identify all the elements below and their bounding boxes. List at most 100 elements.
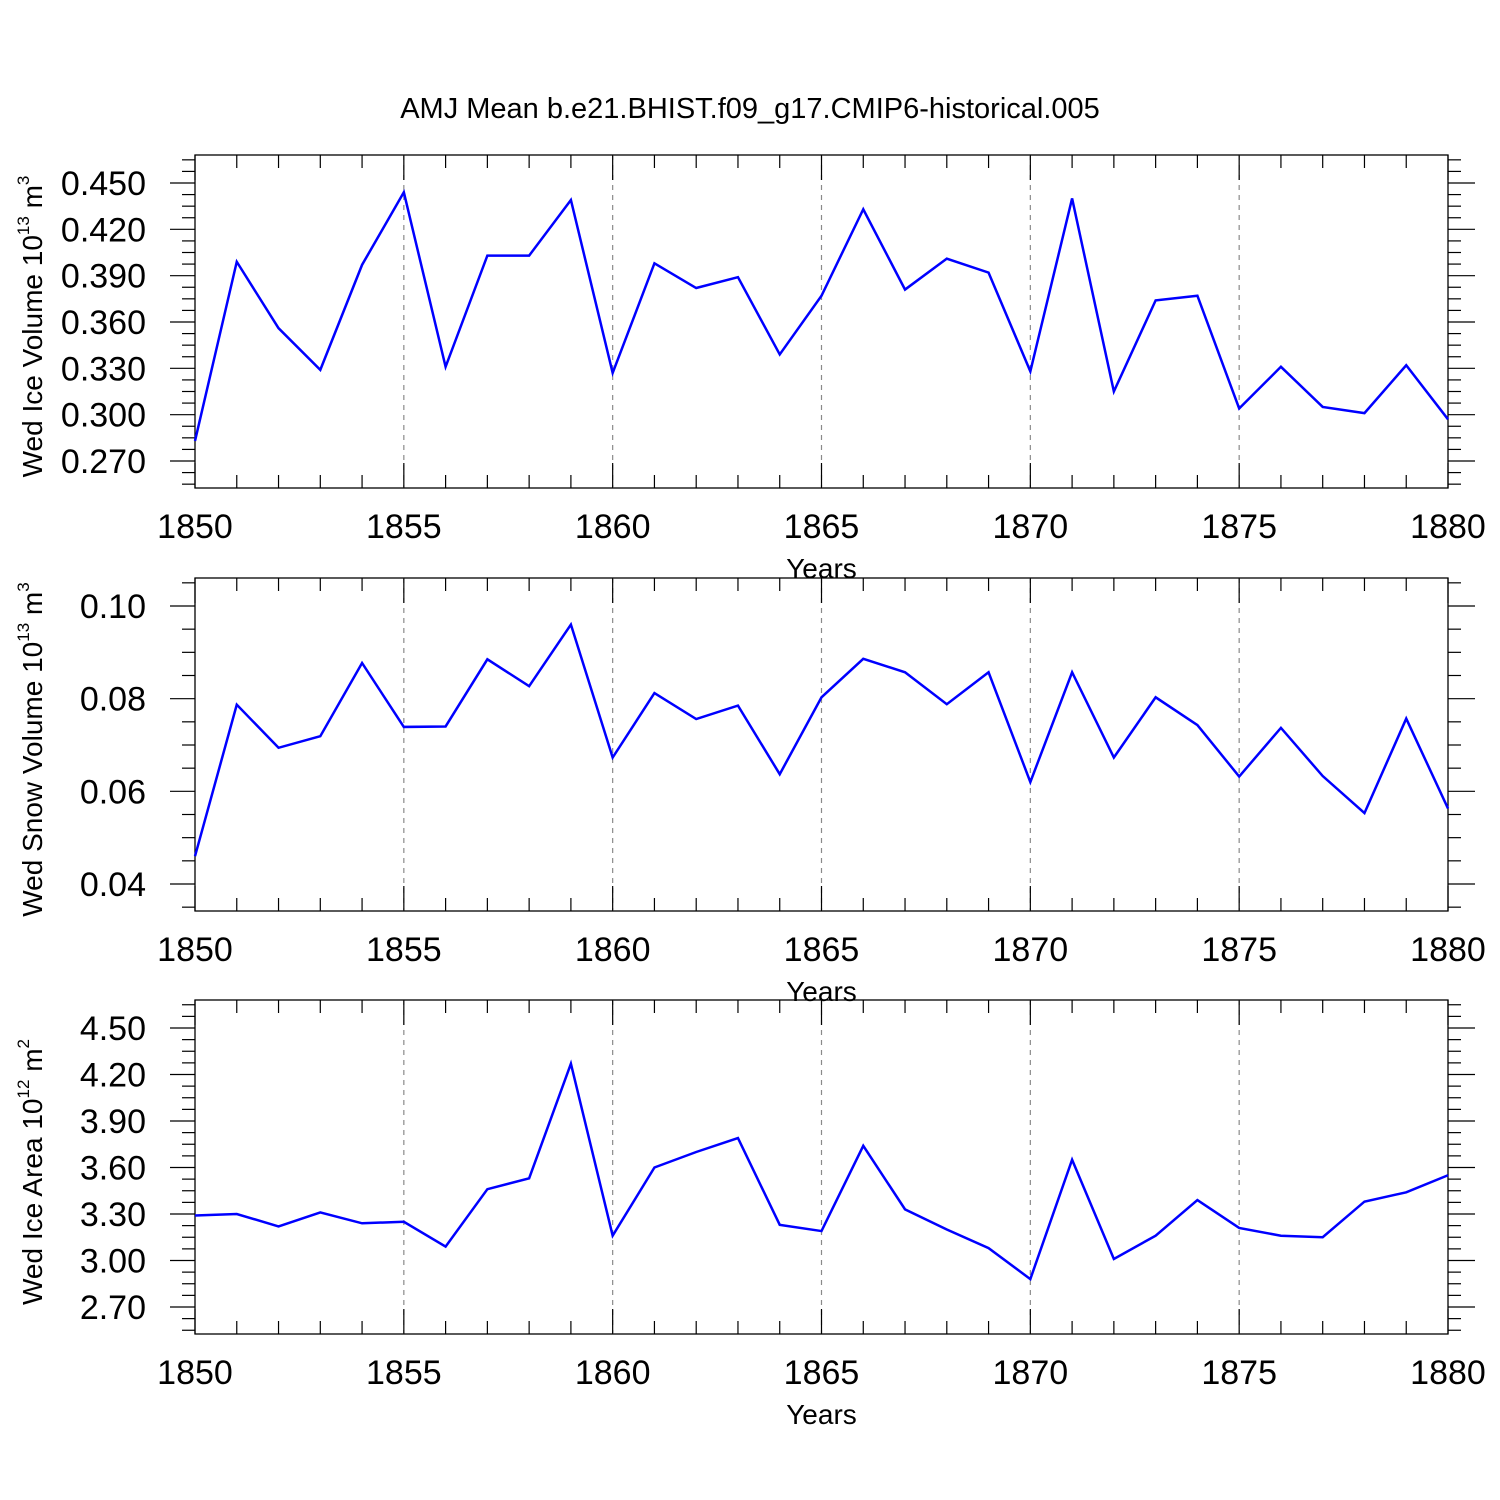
x-tick-label: 1850: [157, 931, 233, 969]
data-point: [819, 1228, 825, 1234]
data-point: [1111, 1256, 1117, 1262]
y-tick-label: 3.90: [80, 1103, 146, 1141]
data-point: [1194, 293, 1200, 299]
data-point: [1278, 725, 1284, 731]
data-point: [1027, 368, 1033, 374]
data-point: [1111, 389, 1117, 395]
x-tick-label: 1870: [993, 508, 1069, 546]
y-tick-label: 0.300: [61, 397, 146, 435]
data-point: [359, 1220, 365, 1226]
data-point: [234, 1211, 240, 1217]
data-point: [443, 723, 449, 729]
y-tick-label: 0.10: [80, 588, 146, 626]
data-point: [317, 733, 323, 739]
x-tick-label: 1850: [157, 1354, 233, 1392]
data-point: [359, 262, 365, 268]
y-axis-label: Wed Ice Area 1012 m2: [14, 1039, 48, 1305]
data-point: [902, 1206, 908, 1212]
y-tick-label: 3.30: [80, 1196, 146, 1234]
x-tick-label: 1855: [366, 508, 442, 546]
data-point: [860, 656, 866, 662]
y-tick-label: 0.330: [61, 350, 146, 388]
data-point: [317, 367, 323, 373]
data-point: [1027, 779, 1033, 785]
data-point: [819, 293, 825, 299]
data-point: [484, 656, 490, 662]
data-point: [1069, 669, 1075, 675]
x-tick-label: 1875: [1201, 508, 1277, 546]
data-point: [1111, 755, 1117, 761]
data-point: [1403, 1189, 1409, 1195]
y-tick-label: 0.420: [61, 211, 146, 249]
data-point: [610, 755, 616, 761]
data-point: [1278, 364, 1284, 370]
data-point: [651, 690, 657, 696]
x-tick-label: 1860: [575, 508, 651, 546]
data-point: [693, 716, 699, 722]
x-tick-label: 1880: [1410, 931, 1486, 969]
data-point: [902, 669, 908, 675]
data-point: [902, 287, 908, 293]
data-point: [443, 364, 449, 370]
data-point: [484, 1186, 490, 1192]
data-point: [1445, 416, 1451, 422]
y-axis-label-exp: 12: [14, 1080, 33, 1099]
x-tick-label: 1860: [575, 931, 651, 969]
data-point: [860, 1143, 866, 1149]
y-axis-label-unit: m: [17, 592, 48, 623]
x-axis-label: Years: [786, 1399, 857, 1430]
data-point: [1194, 722, 1200, 728]
series-line-wed-ice-volume: [193, 188, 1449, 442]
data-point: [192, 438, 198, 444]
series-line-wed-snow-volume: [193, 621, 1450, 857]
data-point: [1278, 1233, 1284, 1239]
data-point: [986, 669, 992, 675]
data-point: [735, 274, 741, 280]
data-point: [1194, 1197, 1200, 1203]
y-tick-label: 4.20: [80, 1057, 146, 1095]
data-point: [192, 1213, 198, 1219]
data-point: [568, 1061, 574, 1067]
data-point: [192, 853, 198, 859]
data-point: [234, 259, 240, 265]
data-point: [276, 325, 282, 331]
data-point: [526, 683, 532, 689]
y-tick-label: 0.450: [61, 165, 146, 203]
data-point: [1445, 1172, 1451, 1178]
data-point: [526, 1175, 532, 1181]
data-point: [401, 724, 407, 730]
y-tick-label: 3.00: [80, 1243, 146, 1281]
data-point: [1320, 404, 1326, 410]
data-point: [484, 253, 490, 259]
data-point: [234, 702, 240, 708]
x-tick-label: 1855: [366, 931, 442, 969]
data-point: [1403, 362, 1409, 368]
data-point: [693, 285, 699, 291]
data-point: [819, 694, 825, 700]
y-tick-label: 0.06: [80, 773, 146, 811]
series-line-wed-ice-area: [194, 1059, 1449, 1282]
data-point: [735, 1135, 741, 1141]
panel-3: 2.70 3.00 3.30 3.60 3.90 4.20 4.50 1850 1855 1860…: [14, 999, 1486, 1430]
y-tick-label: 0.270: [61, 443, 146, 481]
y-axis-label-unit-exp: 2: [14, 1039, 33, 1048]
data-point: [986, 270, 992, 276]
x-tick-label: 1870: [993, 931, 1069, 969]
y-tick-label: 0.360: [61, 304, 146, 342]
data-point: [568, 622, 574, 628]
x-tick-label: 1865: [784, 508, 860, 546]
y-axis-label-unit: m: [17, 1048, 48, 1079]
data-point: [401, 189, 407, 195]
x-tick-label: 1880: [1410, 508, 1486, 546]
data-point: [1445, 805, 1451, 811]
data-point: [1320, 773, 1326, 779]
data-point: [1069, 195, 1075, 201]
data-point: [1361, 810, 1367, 816]
y-axis-label-exp: 13: [14, 623, 33, 642]
y-tick-label: 0.390: [61, 258, 146, 296]
y-tick-label: 3.60: [80, 1150, 146, 1188]
panels: 0.270 0.300 0.330 0.360 0.390 0.420 0.450 1850 1…: [14, 154, 1486, 1430]
data-point: [1403, 716, 1409, 722]
y-axis-label-unit-exp: 3: [14, 582, 33, 591]
